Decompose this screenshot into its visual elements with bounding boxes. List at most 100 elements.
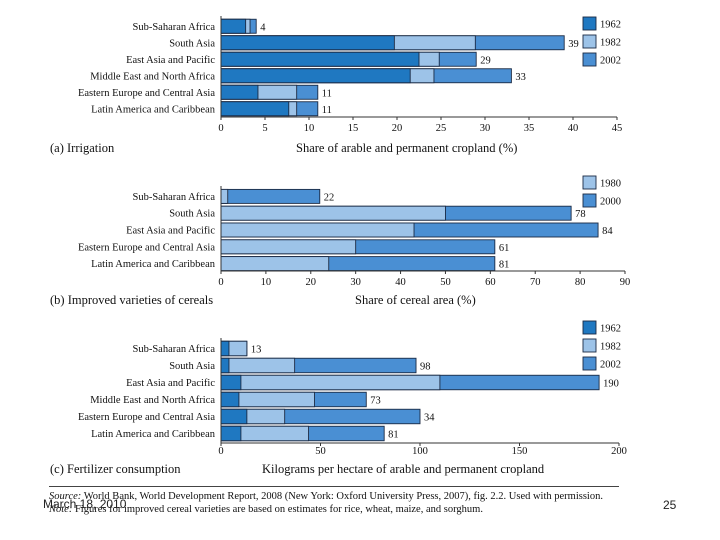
bar-1962 bbox=[220, 35, 395, 51]
bar-1962 bbox=[220, 84, 259, 100]
x-tick-label: 50 bbox=[315, 446, 326, 457]
legend-swatch-2002 bbox=[582, 52, 597, 67]
bar-1962 bbox=[220, 68, 411, 84]
bar-1962 bbox=[220, 391, 240, 408]
bar-1962 bbox=[220, 374, 242, 391]
category-label: Sub-Saharan Africa bbox=[132, 22, 215, 33]
x-tick-label: 200 bbox=[611, 446, 627, 457]
x-tick-label: 5 bbox=[262, 123, 267, 134]
category-label: South Asia bbox=[169, 361, 215, 372]
legend-label: 2002 bbox=[600, 56, 621, 67]
panel-label: (c) Fertilizer consumption bbox=[50, 462, 181, 476]
value-label: 190 bbox=[603, 379, 619, 390]
slide-number: 25 bbox=[663, 498, 677, 512]
x-tick-label: 0 bbox=[218, 123, 223, 134]
category-label: East Asia and Pacific bbox=[126, 55, 215, 66]
x-tick-label: 40 bbox=[568, 123, 579, 134]
note-text: Figures for improved cereal varieties ar… bbox=[72, 504, 483, 515]
bar-1962 bbox=[220, 18, 247, 34]
x-tick-label: 0 bbox=[218, 446, 223, 457]
legend-swatch-1982 bbox=[582, 34, 597, 49]
x-tick-label: 20 bbox=[392, 123, 403, 134]
x-tick-label: 25 bbox=[436, 123, 447, 134]
legend-swatch-2002 bbox=[582, 356, 597, 371]
bar-1980 bbox=[220, 222, 415, 238]
value-label: 22 bbox=[324, 192, 335, 203]
bar-1980 bbox=[220, 188, 229, 204]
category-label: Middle East and North Africa bbox=[90, 71, 215, 82]
category-label: South Asia bbox=[169, 209, 215, 220]
bar-1980 bbox=[220, 239, 357, 255]
x-tick-label: 40 bbox=[395, 277, 406, 288]
x-axis-title: Kilograms per hectare of arable and perm… bbox=[262, 462, 545, 476]
category-label: Eastern Europe and Central Asia bbox=[78, 412, 215, 423]
bar-1962 bbox=[220, 425, 242, 442]
value-label: 39 bbox=[568, 39, 579, 50]
x-tick-label: 10 bbox=[261, 277, 272, 288]
value-label: 61 bbox=[499, 243, 510, 254]
note-label: Note: bbox=[49, 504, 73, 515]
source-note: Source: World Bank, World Development Re… bbox=[49, 490, 619, 516]
legend-label: 1982 bbox=[600, 342, 621, 353]
legend-label: 2002 bbox=[600, 360, 621, 371]
bar-1980 bbox=[220, 205, 446, 221]
category-label: Latin America and Caribbean bbox=[91, 429, 216, 440]
value-label: 11 bbox=[322, 105, 332, 116]
legend-label: 1982 bbox=[600, 38, 621, 49]
x-tick-label: 45 bbox=[612, 123, 623, 134]
legend-swatch-2000 bbox=[582, 193, 597, 208]
category-label: South Asia bbox=[169, 38, 215, 49]
source-rule bbox=[49, 486, 619, 487]
value-label: 11 bbox=[322, 88, 332, 99]
value-label: 33 bbox=[515, 72, 526, 83]
legend-label: 2000 bbox=[600, 197, 621, 208]
x-tick-label: 35 bbox=[524, 123, 535, 134]
bar-1962 bbox=[220, 408, 248, 425]
value-label: 4 bbox=[260, 22, 266, 33]
bar-2000 bbox=[220, 188, 321, 204]
legend-label: 1962 bbox=[600, 20, 621, 31]
category-label: Latin America and Caribbean bbox=[91, 104, 216, 115]
x-tick-label: 10 bbox=[304, 123, 315, 134]
category-label: Eastern Europe and Central Asia bbox=[78, 242, 215, 253]
x-axis-title: Share of arable and permanent cropland (… bbox=[296, 141, 517, 155]
category-label: Eastern Europe and Central Asia bbox=[78, 88, 215, 99]
x-tick-label: 80 bbox=[575, 277, 586, 288]
bar-1962 bbox=[220, 101, 290, 117]
category-label: Sub-Saharan Africa bbox=[132, 344, 215, 355]
category-label: East Asia and Pacific bbox=[126, 378, 215, 389]
value-label: 81 bbox=[388, 430, 399, 441]
value-label: 13 bbox=[251, 345, 262, 356]
legend-swatch-1962 bbox=[582, 320, 597, 335]
x-tick-label: 20 bbox=[306, 277, 317, 288]
x-tick-label: 100 bbox=[412, 446, 428, 457]
source-label: Source: bbox=[49, 491, 82, 502]
x-tick-label: 15 bbox=[348, 123, 359, 134]
value-label: 81 bbox=[499, 260, 510, 271]
value-label: 34 bbox=[424, 413, 435, 424]
bar-1982 bbox=[220, 374, 441, 391]
x-tick-label: 90 bbox=[620, 277, 631, 288]
bar-1980 bbox=[220, 256, 330, 272]
bar-1962 bbox=[220, 340, 230, 357]
bar-1982 bbox=[220, 357, 296, 374]
x-axis-title: Share of cereal area (%) bbox=[355, 293, 476, 307]
panel-label: (b) Improved varieties of cereals bbox=[50, 293, 213, 307]
panel-label: (a) Irrigation bbox=[50, 141, 115, 155]
x-tick-label: 30 bbox=[480, 123, 491, 134]
x-tick-label: 60 bbox=[485, 277, 496, 288]
category-label: East Asia and Pacific bbox=[126, 226, 215, 237]
x-tick-label: 150 bbox=[512, 446, 528, 457]
value-label: 73 bbox=[370, 396, 381, 407]
source-text: World Bank, World Development Report, 20… bbox=[81, 491, 603, 502]
value-label: 29 bbox=[480, 55, 491, 66]
category-label: Sub-Saharan Africa bbox=[132, 192, 215, 203]
category-label: Middle East and North Africa bbox=[90, 395, 215, 406]
legend-label: 1962 bbox=[600, 324, 621, 335]
value-label: 98 bbox=[420, 362, 431, 373]
slide-date: March 18, 2010 bbox=[43, 497, 127, 511]
legend-label: 1980 bbox=[600, 179, 621, 190]
x-tick-label: 50 bbox=[440, 277, 451, 288]
value-label: 78 bbox=[575, 209, 586, 220]
